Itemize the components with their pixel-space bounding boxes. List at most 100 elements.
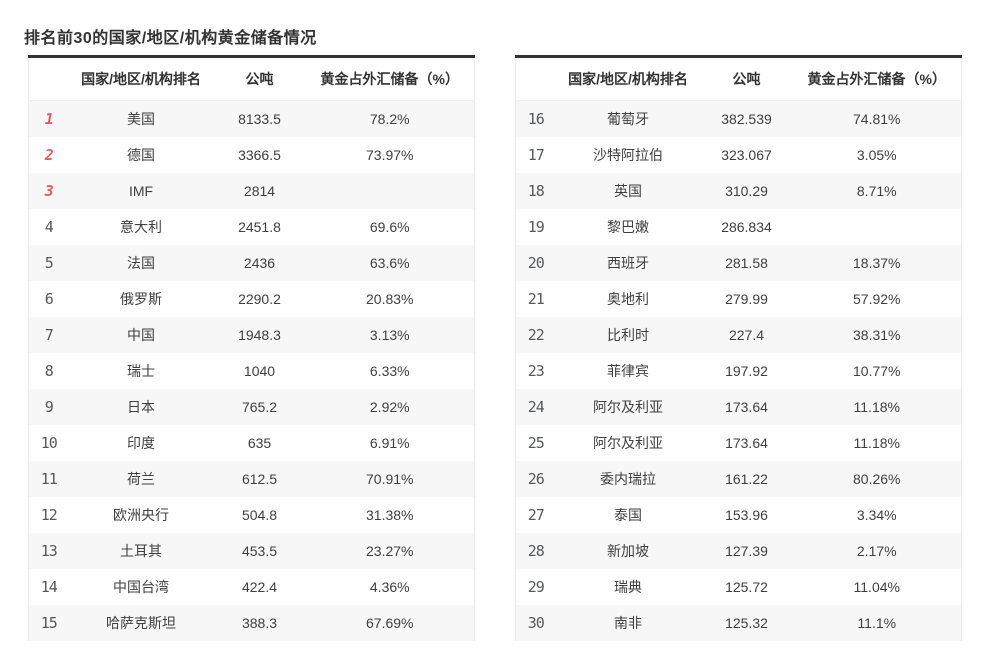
table-row: 22 比利时 227.4 38.31%: [515, 317, 962, 353]
rank-cell: 5: [29, 245, 69, 281]
tons-cell: 173.64: [725, 399, 768, 415]
rank-number: 7: [44, 326, 54, 344]
rank-number: 9: [44, 398, 54, 416]
pct-cell: 78.2%: [369, 111, 410, 127]
table-body-right: 16 葡萄牙 382.539 74.81% 17 沙特阿拉伯 323.067 3.05% 18 英…: [515, 100, 962, 641]
pct-cell: 3.13%: [369, 327, 410, 343]
pct-cell: 2.92%: [369, 399, 410, 415]
table-row: 19 黎巴嫩 286.834: [516, 209, 962, 245]
country-cell: 阿尔及利亚: [593, 399, 663, 415]
tons-cell: 323.067: [721, 147, 772, 163]
rank-number: 14: [40, 578, 58, 596]
rank-cell: 25: [516, 425, 556, 461]
rank-cell: 10: [29, 425, 69, 461]
pct-cell: 11.1%: [857, 615, 897, 631]
rank-cell: 23: [516, 353, 556, 389]
country-cell: 法国: [127, 255, 155, 271]
rank-cell: 12: [29, 497, 69, 533]
rank-number: 10: [40, 434, 58, 452]
table-row: 9 日本 765.2 2.92%: [28, 389, 475, 425]
table-row: 1 美国 8133.5 78.2%: [28, 100, 475, 138]
pct-cell: 11.18%: [853, 435, 900, 451]
rank-number: 5: [44, 254, 54, 272]
country-cell: 俄罗斯: [120, 291, 162, 307]
country-cell: IMF: [128, 183, 154, 199]
tons-cell: 2451.8: [238, 219, 281, 235]
tons-cell: 161.22: [725, 471, 768, 487]
table-row: 18 英国 310.29 8.71%: [515, 173, 962, 209]
pct-cell: 73.97%: [366, 147, 414, 163]
tons-cell: 125.72: [725, 579, 768, 595]
rank-cell: 28: [516, 533, 556, 569]
rank-cell: 20: [516, 245, 556, 281]
page-title: 排名前30的国家/地区/机构黄金储备情况: [24, 29, 317, 47]
rank-number: 27: [527, 506, 545, 524]
tons-cell: 2290.2: [238, 291, 281, 307]
rank-cell: 8: [29, 353, 69, 389]
table-row: 13 土耳其 453.5 23.27%: [28, 533, 475, 569]
tons-cell: 227.4: [728, 327, 765, 343]
pct-cell: 23.27%: [366, 543, 414, 559]
pct-cell: 80.26%: [853, 471, 901, 487]
rank-cell: 18: [516, 173, 556, 209]
rank-number: 2: [44, 146, 54, 164]
country-cell: 比利时: [607, 327, 649, 343]
country-cell: 印度: [127, 435, 155, 451]
table-header: 国家/地区/机构排名 公吨 黄金占外汇储备（%）: [28, 56, 475, 101]
column-header-country: 国家/地区/机构排名: [555, 56, 701, 101]
tons-cell: 422.4: [241, 579, 278, 595]
rank-cell: 21: [516, 281, 556, 317]
pct-cell: [793, 209, 962, 245]
country-cell: 奥地利: [607, 291, 649, 307]
country-cell: 南非: [614, 615, 642, 631]
rank-number: 16: [527, 110, 545, 128]
tons-cell: 197.92: [725, 363, 768, 379]
rank-cell: 9: [29, 389, 69, 425]
rank-cell: 1: [29, 101, 69, 138]
rank-cell: 2: [29, 137, 69, 173]
rank-number: 4: [44, 218, 54, 236]
pct-cell: 2.17%: [856, 543, 897, 559]
column-header-tons: 公吨: [700, 56, 793, 101]
rank-number: 8: [44, 362, 54, 380]
table-row: 11 荷兰 612.5 70.91%: [28, 461, 475, 497]
tons-cell: 453.5: [241, 543, 278, 559]
column-header-country: 国家/地区/机构排名: [68, 56, 214, 101]
table-row: 4 意大利 2451.8 69.6%: [29, 209, 475, 245]
pct-cell: 18.37%: [853, 255, 901, 271]
tons-cell: 2814: [243, 183, 276, 199]
rank-number: 28: [527, 542, 545, 560]
rank-number: 3: [44, 182, 54, 200]
tons-cell: 2436: [243, 255, 276, 271]
country-cell: 菲律宾: [607, 363, 649, 379]
country-cell: 阿尔及利亚: [593, 435, 663, 451]
rank-cell: 14: [29, 569, 69, 605]
table-row: 10 印度 635 6.91%: [29, 425, 475, 461]
gold-reserves-table-left: 国家/地区/机构排名 公吨 黄金占外汇储备（%） 1 美国 8133.5 78.2% 2…: [28, 55, 475, 641]
rank-cell: 29: [516, 569, 556, 605]
table-row: 26 委内瑞拉 161.22 80.26%: [515, 461, 962, 497]
country-cell: 中国台湾: [113, 579, 169, 595]
tons-cell: 153.96: [725, 507, 768, 523]
column-header-pct: 黄金占外汇储备（%）: [305, 56, 475, 101]
country-cell: 黎巴嫩: [607, 219, 649, 235]
pct-cell: 38.31%: [853, 327, 901, 343]
pct-cell: 57.92%: [853, 291, 901, 307]
rank-cell: 27: [516, 497, 556, 533]
table-row: 28 新加坡 127.39 2.17%: [515, 533, 962, 569]
tons-cell: 612.5: [241, 471, 278, 487]
rank-cell: 7: [29, 317, 69, 353]
column-header-rank: [28, 56, 69, 101]
pct-cell: 11.18%: [853, 399, 900, 415]
country-cell: 荷兰: [127, 471, 155, 487]
rank-cell: 24: [516, 389, 556, 425]
rank-cell: 13: [29, 533, 69, 569]
rank-number: 19: [527, 218, 545, 236]
rank-number: 21: [527, 290, 545, 308]
rank-number: 26: [527, 470, 545, 488]
tons-cell: 125.32: [725, 615, 768, 631]
rank-cell: 15: [29, 605, 69, 641]
pct-cell: 31.38%: [366, 507, 414, 523]
rank-number: 30: [527, 614, 545, 632]
tons-cell: 635: [247, 435, 272, 451]
